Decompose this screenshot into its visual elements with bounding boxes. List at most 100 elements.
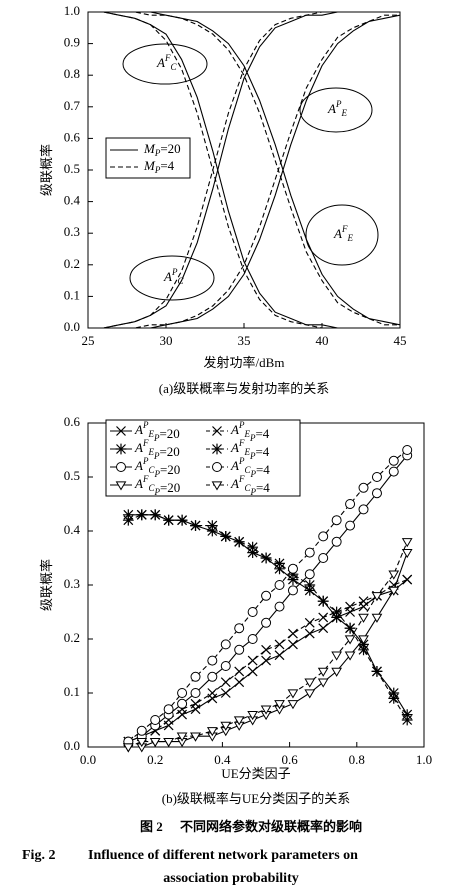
marker — [274, 650, 285, 661]
annotation-ellipse — [122, 43, 208, 85]
marker — [358, 504, 369, 515]
marker — [190, 671, 201, 682]
marker — [287, 568, 299, 580]
marker — [317, 595, 329, 607]
legend-box — [105, 419, 301, 497]
marker — [177, 688, 188, 698]
legend-marker — [115, 443, 127, 455]
annotation: APE — [327, 99, 347, 118]
marker — [247, 634, 258, 644]
chart-caption: (a)级联概率与发射功率的关系 — [159, 381, 329, 396]
y-axis-label: 级联概率 — [39, 144, 54, 196]
x-tick-label: 1.0 — [416, 752, 432, 767]
figure-title-en: Influence of different network parameter… — [88, 848, 358, 863]
marker — [177, 698, 188, 709]
marker — [163, 737, 175, 748]
text-part: A — [230, 458, 239, 473]
marker — [190, 698, 201, 709]
legend-entry: APCP=20 — [134, 456, 180, 479]
y-tick-label: 1.0 — [64, 3, 80, 18]
text-part: A — [230, 476, 239, 491]
marker — [234, 666, 245, 677]
marker — [206, 727, 218, 737]
marker — [274, 700, 285, 710]
marker — [233, 536, 245, 548]
marker — [122, 514, 134, 526]
marker — [247, 655, 258, 666]
marker — [304, 678, 316, 688]
text-part: C — [244, 483, 251, 493]
marker — [304, 689, 316, 699]
marker — [345, 601, 356, 612]
y-tick-label: 0.6 — [64, 414, 81, 429]
legend-marker — [116, 426, 126, 436]
marker — [304, 579, 316, 591]
legend-entry: MP=20 — [143, 141, 181, 158]
text-part: A — [230, 422, 239, 437]
text-part: =4 — [255, 444, 269, 459]
marker — [371, 613, 383, 623]
marker — [401, 548, 413, 559]
annotation-ellipse — [305, 204, 379, 266]
text-part: M — [143, 141, 156, 156]
text-part: =20 — [159, 426, 179, 441]
series-line — [88, 11, 401, 326]
text-part: C — [244, 465, 251, 475]
marker — [304, 569, 315, 580]
marker — [247, 541, 259, 553]
annotation-ellipse — [129, 255, 215, 301]
legend-entry: AFEP=4 — [230, 438, 270, 461]
x-tick-label: 35 — [238, 333, 251, 348]
text-part: E — [243, 447, 250, 457]
marker — [287, 585, 298, 596]
y-tick-label: 0.5 — [64, 161, 80, 176]
legend-entry: APCP=4 — [230, 456, 270, 479]
y-tick-label: 0.3 — [64, 576, 80, 591]
text-part: F — [238, 474, 245, 484]
text-part: C — [177, 276, 184, 286]
text-part: F — [142, 438, 149, 448]
legend-marker — [211, 481, 223, 491]
marker — [261, 617, 272, 628]
x-tick-label: 25 — [82, 333, 95, 348]
marker — [318, 553, 329, 563]
text-part: A — [163, 269, 172, 284]
marker — [149, 509, 161, 521]
marker — [274, 558, 285, 569]
figure-label-cn: 图 2 — [140, 819, 163, 834]
x-tick-label: 0.6 — [281, 752, 298, 767]
marker — [304, 547, 315, 558]
marker — [261, 644, 272, 655]
legend-entry: AFCP=20 — [134, 474, 180, 497]
text-part: A — [333, 226, 342, 241]
marker — [207, 671, 218, 682]
marker — [220, 688, 231, 698]
marker — [220, 531, 232, 542]
text-part: P — [238, 456, 245, 466]
text-part: P — [153, 469, 160, 479]
text-part: P — [171, 267, 178, 277]
marker — [371, 472, 382, 482]
y-tick-label: 0.5 — [64, 468, 80, 483]
marker — [388, 455, 399, 466]
text-part: P — [153, 487, 160, 497]
text-part: P — [249, 433, 256, 443]
text-part: C — [148, 483, 155, 493]
y-tick-label: 0.2 — [64, 630, 80, 645]
marker — [234, 644, 245, 655]
legend-marker — [212, 462, 222, 472]
marker — [274, 601, 285, 612]
text-part: E — [147, 429, 154, 439]
marker — [388, 570, 400, 580]
marker — [388, 586, 400, 596]
figure-label-en: Fig. 2 — [22, 848, 55, 863]
marker — [402, 574, 413, 585]
text-part: =20 — [159, 444, 179, 459]
text-part: F — [164, 53, 171, 63]
figure-title-cn: 不同网络参数对级联概率的影响 — [180, 819, 362, 834]
marker — [358, 635, 369, 645]
y-axis-label: 级联概率 — [39, 559, 54, 611]
text-part: A — [327, 101, 336, 116]
x-axis-label: UE分类因子 — [221, 766, 290, 781]
legend-entry: APEP=20 — [134, 420, 180, 443]
